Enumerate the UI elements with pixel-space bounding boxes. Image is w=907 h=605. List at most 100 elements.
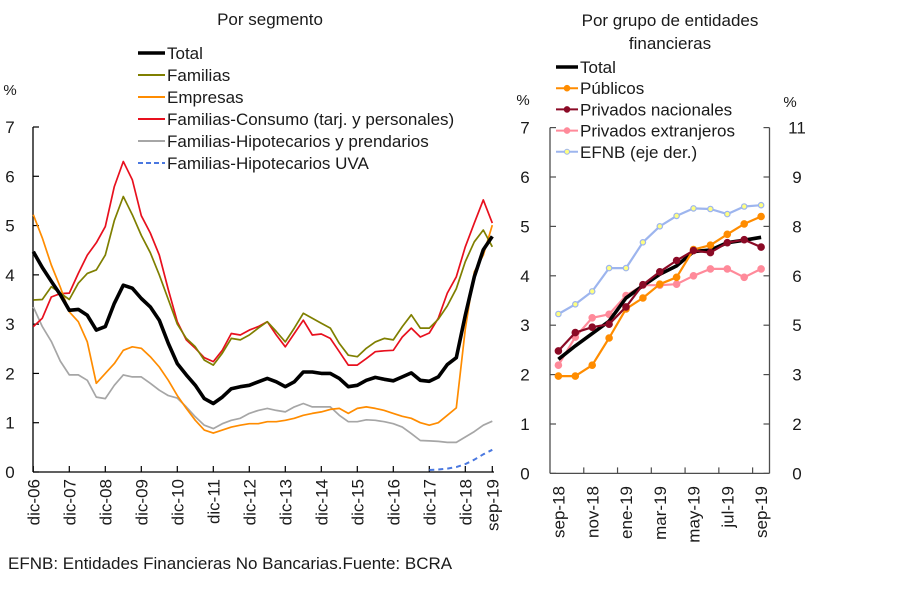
data-point-efnb-eje-der [757, 201, 765, 209]
legend-label: Privados nacionales [580, 100, 732, 119]
data-point-privados-extranjeros [757, 265, 765, 273]
x-tick-label: dic-15 [348, 479, 367, 525]
data-point-privados-nacionales [706, 248, 715, 257]
legend-item-familias: Familias [138, 66, 230, 85]
legend: Total Familias Empresas Familias-Consumo (t… [138, 44, 454, 173]
plot-area [554, 201, 765, 380]
data-point-publicos [672, 273, 681, 282]
y2-tick-label: 3 [792, 366, 801, 385]
x-tick-label: sep-19 [483, 479, 502, 531]
data-point-publicos [639, 294, 647, 302]
data-point-efnb-eje-der [656, 223, 664, 230]
y2-tick-label: 9 [792, 168, 801, 187]
y-axis-unit-label: % [3, 82, 16, 99]
y-tick-label: 7 [5, 118, 14, 137]
legend-marker [564, 148, 570, 155]
x-tick-label: sep-19 [752, 486, 771, 538]
legend-label: EFNB (eje der.) [580, 143, 697, 162]
legend-item-empresas: Empresas [138, 88, 244, 107]
x-tick-label: dic-09 [132, 479, 151, 525]
data-point-efnb-eje-der [723, 210, 731, 218]
legend-label: Familias [167, 66, 230, 85]
x-tick-label: dic-16 [384, 479, 403, 525]
y2-tick-label: 11 [788, 119, 806, 138]
chart-title-line-2: financieras [629, 34, 711, 53]
x-tick-label: dic-12 [240, 479, 259, 525]
x-tick-label: dic-10 [168, 479, 187, 525]
series-line-total [31, 235, 494, 406]
data-point-efnb-eje-der [622, 264, 630, 272]
data-point-privados-extranjeros [554, 361, 563, 370]
chart-title: Por segmento [217, 10, 323, 29]
series-line-familias-hipotecarios-y-prendarios [32, 306, 493, 444]
data-point-efnb-eje-der [673, 212, 680, 220]
data-point-privados-nacionales [740, 235, 749, 244]
y2-tick-label: 0 [792, 464, 801, 483]
x-tick-label: dic-13 [276, 479, 295, 525]
legend-item-total: Total [138, 44, 203, 63]
chart-por-segmento: Por segmento % 0 1 2 3 4 5 6 7 dic-06 dic-07 dic-0… [3, 10, 502, 531]
data-point-efnb-eje-der [555, 310, 562, 318]
series-line-total [557, 235, 762, 361]
y-tick-label: 7 [520, 119, 529, 138]
x-tick-label: dic-18 [456, 479, 475, 525]
data-point-privados-nacionales [554, 347, 563, 355]
y-tick-label: 0 [520, 464, 529, 483]
axes: 0 1 2 3 4 5 6 7 0 2 3 5 6 8 9 11 sep-18 nov-18 ene-19 mar-1… [520, 119, 806, 543]
axes: 0 1 2 3 4 5 6 7 dic-06 dic-07 dic-08 dic-09 dic-10 di… [5, 118, 502, 531]
y-tick-label: 1 [520, 415, 529, 434]
data-point-privados-nacionales [622, 303, 630, 311]
legend-item-familias-hipotecarios-uva: Familias-Hipotecarios UVA [138, 154, 370, 173]
y2-tick-label: 8 [792, 217, 801, 236]
legend-label: Total [167, 44, 203, 63]
series-line-familias-consumo-tarj-y-personales [32, 160, 494, 366]
legend-item-privados-nacionales: Privados nacionales [556, 100, 732, 119]
y2-tick-label: 5 [792, 316, 801, 335]
legend-label: Familias-Hipotecarios y prendarios [167, 132, 429, 151]
x-tick-label: dic-11 [204, 479, 223, 524]
legend-marker [563, 106, 571, 113]
x-tick-label: nov-18 [583, 486, 602, 538]
data-point-efnb-eje-der [588, 288, 596, 295]
y-axis-unit-label: % [516, 92, 529, 109]
y-tick-label: 3 [5, 315, 14, 334]
data-point-privados-nacionales [639, 280, 647, 289]
chart-title-line-1: Por grupo de entidades [582, 11, 759, 30]
x-tick-label: ene-19 [617, 486, 636, 539]
data-point-efnb-eje-der [740, 203, 748, 210]
x-tick-label: dic-06 [24, 479, 43, 525]
data-point-publicos [740, 220, 749, 228]
y-tick-label: 3 [520, 316, 529, 335]
plot-area [31, 160, 494, 471]
x-tick-label: jul-19 [718, 486, 737, 529]
legend-item-familias-hipotecarios-y-prendarios: Familias-Hipotecarios y prendarios [138, 132, 429, 151]
y2-tick-label: 2 [792, 415, 801, 434]
x-tick-label: may-19 [685, 486, 704, 543]
data-point-privados-extranjeros [689, 271, 698, 280]
data-point-privados-extranjeros [740, 273, 749, 282]
y-tick-label: 2 [5, 364, 14, 383]
legend: Total Públicos Privados nacionales Privados… [556, 58, 735, 162]
data-point-privados-nacionales [605, 320, 613, 329]
data-point-efnb-eje-der [571, 300, 579, 308]
data-point-privados-nacionales [655, 267, 664, 276]
series-line-familias [33, 195, 494, 366]
data-point-privados-nacionales [689, 246, 698, 255]
legend-marker [563, 84, 571, 92]
data-point-privados-extranjeros [723, 265, 732, 273]
data-point-publicos [571, 372, 580, 380]
data-point-publicos [588, 361, 597, 370]
data-point-publicos [554, 372, 563, 380]
footnote: EFNB: Entidades Financieras No Bancarias… [8, 554, 453, 573]
y-tick-label: 6 [520, 168, 529, 187]
legend-marker [563, 127, 571, 134]
data-point-efnb-eje-der [690, 205, 697, 212]
y-tick-label: 0 [5, 463, 14, 482]
data-point-privados-nacionales [588, 323, 597, 332]
y-tick-label: 4 [520, 267, 529, 286]
y-tick-label: 6 [5, 167, 14, 186]
data-point-privados-nacionales [757, 243, 765, 251]
data-point-privados-nacionales [723, 238, 732, 247]
data-point-efnb-eje-der [639, 239, 647, 246]
x-tick-label: dic-07 [60, 479, 79, 525]
